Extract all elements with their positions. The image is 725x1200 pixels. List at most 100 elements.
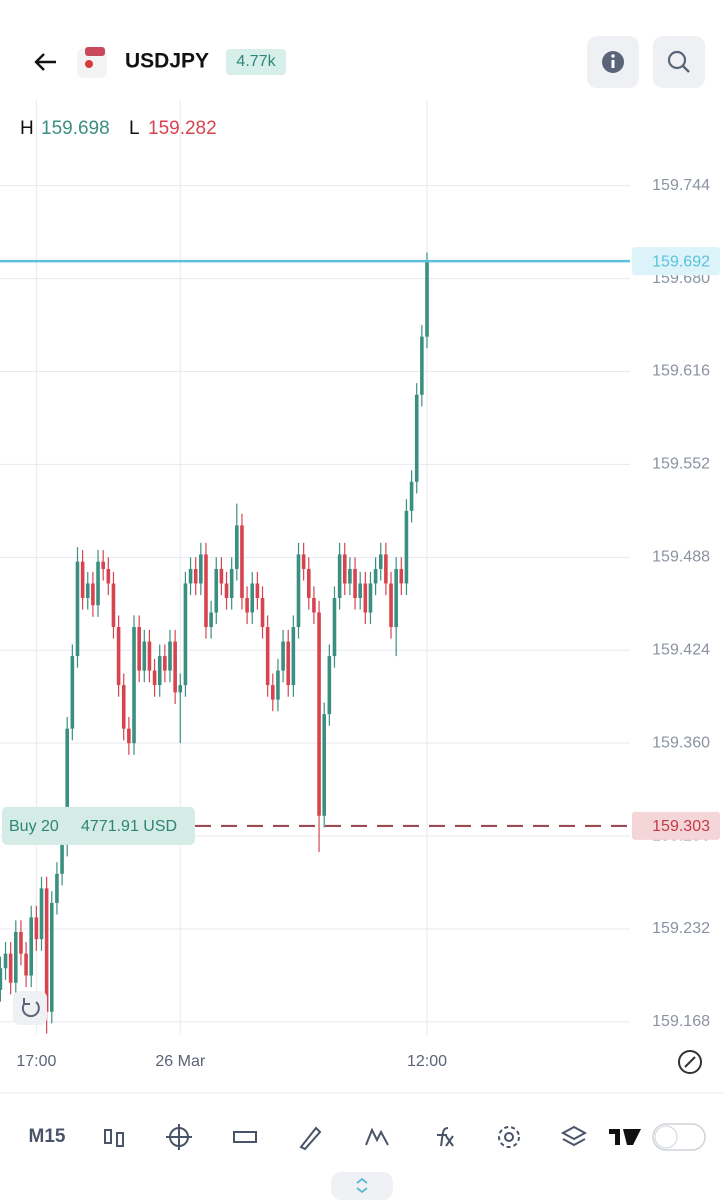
reset-button[interactable]	[13, 991, 47, 1025]
candle-body	[178, 685, 183, 693]
candle-body	[80, 561, 85, 598]
high-value: 159.698	[41, 118, 110, 139]
candle-body	[342, 554, 347, 584]
x-tick-label: 26 Mar	[155, 1053, 205, 1070]
candle-body	[24, 953, 28, 976]
candle-body	[3, 953, 8, 969]
candle-body	[414, 394, 419, 482]
sheet-handle-icon	[356, 1177, 368, 1194]
candle-body	[163, 656, 167, 671]
layers-tool[interactable]	[560, 1125, 588, 1147]
candle-body	[358, 583, 362, 598]
candle-body	[281, 641, 285, 671]
candle-body	[137, 627, 141, 671]
low-label: L	[129, 118, 140, 139]
candle-body	[399, 568, 404, 584]
candle-body	[373, 568, 378, 584]
draw-tool[interactable]	[299, 1126, 322, 1151]
candle-body	[322, 714, 326, 816]
candle-body	[168, 641, 172, 671]
candle-body	[409, 481, 414, 511]
candle-body	[404, 510, 409, 584]
candle-body	[255, 583, 260, 598]
candle-body	[188, 568, 193, 584]
x-tick-label: 12:00	[407, 1053, 447, 1070]
candle-body	[19, 931, 23, 954]
candle-body	[91, 583, 95, 606]
order-tag-bg[interactable]	[2, 806, 195, 845]
candle-tool[interactable]	[104, 1129, 112, 1144]
candle-body	[224, 583, 229, 598]
toolbar-icons	[104, 1124, 588, 1151]
candle-body	[332, 597, 337, 657]
ruler-tool[interactable]	[233, 1131, 257, 1143]
candle-body	[65, 728, 69, 845]
candle-body	[147, 641, 152, 671]
candle-body	[425, 261, 429, 337]
low-value: 159.282	[148, 118, 217, 139]
flag-dot	[85, 60, 93, 68]
y-tick-label: 159.488	[652, 549, 710, 566]
candle-body	[240, 525, 244, 598]
timeframe[interactable]: M15	[29, 1126, 66, 1147]
fx-tool[interactable]	[437, 1127, 454, 1147]
settings-tool[interactable]	[504, 1132, 514, 1142]
candle-body	[337, 554, 342, 598]
candle-body	[183, 583, 188, 686]
back-button[interactable]	[34, 53, 56, 71]
candle-body	[271, 685, 275, 700]
candle-body	[132, 627, 136, 744]
candle-body	[101, 561, 105, 569]
pattern-tool[interactable]	[365, 1127, 389, 1146]
high-label: H	[20, 118, 34, 139]
candle-body	[368, 583, 373, 613]
y-tick-label: 159.360	[652, 734, 710, 751]
candle-body	[301, 554, 306, 569]
candle-body	[389, 583, 393, 628]
candle-body	[317, 612, 321, 816]
candle-body	[49, 902, 54, 1012]
price-label: 159.692	[652, 253, 710, 270]
percent-button[interactable]	[678, 1050, 702, 1074]
candle-body	[127, 728, 131, 744]
candle-body	[193, 568, 198, 584]
search-button[interactable]	[653, 36, 705, 88]
info-icon-dot	[611, 54, 615, 58]
sheet-handle[interactable]	[331, 1172, 393, 1200]
y-tick-label: 159.616	[652, 363, 710, 380]
candle-body	[378, 554, 383, 569]
candle-body	[420, 336, 424, 395]
candle-body	[29, 917, 34, 976]
y-tick-label: 159.552	[652, 456, 710, 473]
candle-body	[39, 888, 44, 940]
candle-body	[199, 554, 203, 584]
order-amount: 4771.91 USD	[81, 818, 177, 835]
candle-body	[70, 656, 75, 729]
candle-body	[157, 656, 162, 686]
order-side: Buy 20	[9, 818, 59, 835]
candle-body	[152, 670, 157, 686]
search-icon	[667, 50, 687, 70]
badge-bg	[226, 49, 286, 75]
candle-body	[245, 597, 249, 613]
flag-us	[85, 47, 105, 56]
candle-body	[209, 612, 213, 628]
candle-body	[106, 568, 111, 584]
order-label-bg	[632, 811, 720, 840]
candle-body	[353, 568, 357, 598]
candle-body	[250, 583, 255, 613]
y-tick-label: 159.424	[652, 641, 710, 658]
candle-body	[384, 554, 388, 584]
candle-body	[204, 554, 208, 628]
x-tick-label: 17:00	[16, 1053, 56, 1070]
candle-body	[111, 583, 116, 628]
candle-body	[286, 641, 291, 686]
toggle-knob	[654, 1125, 678, 1149]
candle-body	[394, 568, 398, 628]
y-tick-label: 159.744	[652, 177, 710, 194]
candle-body	[265, 627, 270, 686]
price-label-bg	[632, 247, 720, 276]
candle-body	[85, 583, 90, 598]
candle-body	[312, 597, 316, 613]
